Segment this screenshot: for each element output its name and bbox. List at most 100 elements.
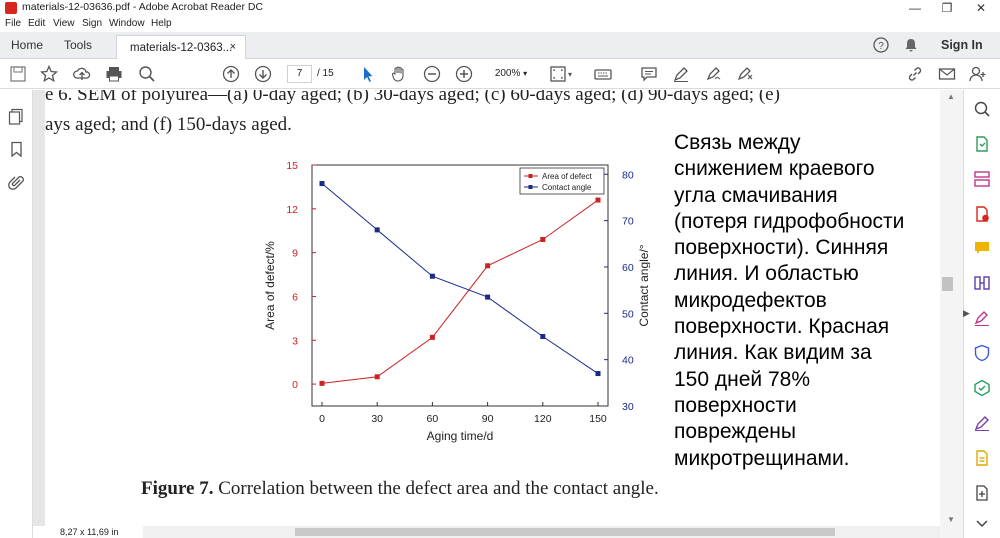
- menu-edit[interactable]: Edit: [28, 18, 46, 29]
- close-tab-icon[interactable]: ×: [229, 41, 236, 53]
- organize-pages-icon[interactable]: [973, 170, 991, 188]
- menu-help[interactable]: Help: [151, 18, 172, 29]
- figure-6-caption-line-1: e 6. SEM of polyurea—(a) 0-day aged; (b)…: [45, 90, 780, 105]
- create-pdf-icon[interactable]: [973, 205, 991, 223]
- tools-scroll-down-icon[interactable]: [973, 514, 991, 532]
- annotation-line: 150 дней 78%: [674, 367, 810, 391]
- menu-sign[interactable]: Sign: [82, 18, 103, 29]
- fill-sign-icon[interactable]: [973, 309, 991, 327]
- page-thumbnails-icon[interactable]: [8, 108, 25, 125]
- defect-contact-angle-chart: 0 30 60 90 120 150 Aging time/d 0 3 6 9 12 15 Area of…: [263, 160, 650, 443]
- annotation-line: микродефектов: [674, 288, 827, 312]
- data-point: [595, 371, 601, 377]
- keyboard-icon[interactable]: [594, 65, 612, 83]
- series-line-area-of-defect: [321, 199, 599, 384]
- zoom-out-icon[interactable]: [423, 65, 441, 83]
- next-page-icon[interactable]: [254, 65, 272, 83]
- y-right-tick-label: 80: [622, 169, 634, 181]
- title-bar: materials-12-03636.pdf - Adobe Acrobat R…: [0, 0, 1000, 16]
- data-point: [319, 380, 325, 386]
- annotation-line: повреждены: [674, 420, 797, 444]
- data-point: [374, 374, 380, 380]
- tab-home[interactable]: Home: [11, 38, 44, 52]
- zoom-level-value: 200%: [494, 68, 521, 79]
- menu-file[interactable]: File: [5, 18, 22, 29]
- annotation-line: (потеря гидрофобности: [674, 209, 905, 233]
- draw-icon[interactable]: [705, 65, 723, 83]
- annotation-line: снижением краевого: [674, 157, 875, 181]
- right-tools-pane: ▶: [963, 90, 1000, 538]
- data-point: [319, 181, 325, 187]
- share-link-icon[interactable]: [906, 65, 924, 83]
- vertical-scrollbar[interactable]: ▲ ▼: [940, 90, 963, 538]
- search-icon[interactable]: [973, 100, 991, 118]
- hand-tool-icon[interactable]: [390, 65, 408, 83]
- scan-document-icon[interactable]: [973, 449, 991, 467]
- maximize-button[interactable]: ❐: [941, 1, 953, 15]
- edit-pen-icon[interactable]: [973, 414, 991, 432]
- bookmark-star-icon[interactable]: [40, 65, 58, 83]
- find-zoom-icon[interactable]: [138, 65, 156, 83]
- page-size-status: 8,27 x 11,69 in: [33, 526, 143, 538]
- scroll-down-arrow-icon[interactable]: ▼: [947, 515, 955, 524]
- export-pdf-icon[interactable]: [973, 135, 991, 153]
- y-right-tick-label: 50: [622, 308, 634, 320]
- acrobat-app-icon: [5, 2, 17, 14]
- x-tick-label: 90: [482, 413, 494, 425]
- add-user-icon[interactable]: [969, 65, 987, 83]
- x-tick-label: 30: [371, 413, 383, 425]
- upload-cloud-icon[interactable]: [73, 65, 91, 83]
- figure-7-caption: Figure 7. Correlation between the defect…: [141, 478, 659, 500]
- page-fit-icon[interactable]: [549, 65, 567, 83]
- y-right-tick-label: 70: [622, 216, 634, 228]
- highlight-pen-icon[interactable]: [672, 65, 690, 83]
- y-left-tick-label: 15: [286, 160, 298, 172]
- horizontal-scroll-thumb[interactable]: [295, 528, 835, 536]
- comment-icon[interactable]: [640, 65, 658, 83]
- legend-box: [519, 167, 605, 195]
- svg-text:?: ?: [878, 41, 884, 52]
- page-fit-dropdown-icon[interactable]: ▾: [568, 70, 573, 79]
- page-total: / 15: [317, 68, 334, 79]
- data-point: [540, 333, 546, 339]
- x-axis-label: Aging time/d: [427, 429, 494, 443]
- bookmarks-icon[interactable]: [9, 141, 24, 158]
- zoom-level-select[interactable]: 200% ▾: [487, 65, 535, 83]
- horizontal-scrollbar[interactable]: [45, 526, 940, 538]
- attachments-paperclip-icon[interactable]: [8, 174, 25, 191]
- select-cursor-icon[interactable]: [359, 65, 377, 83]
- print-icon[interactable]: [105, 65, 123, 83]
- comment-tool-icon[interactable]: [973, 239, 991, 257]
- combine-files-icon[interactable]: [973, 274, 991, 292]
- email-icon[interactable]: [938, 65, 956, 83]
- close-window-button[interactable]: ✕: [975, 1, 987, 15]
- tab-document[interactable]: materials-12-0363... ×: [116, 35, 246, 60]
- zoom-in-icon[interactable]: [455, 65, 473, 83]
- document-viewer[interactable]: e 6. SEM of polyurea—(a) 0-day aged; (b)…: [33, 90, 940, 538]
- sign-icon[interactable]: [737, 65, 755, 83]
- y-left-axis-label: Area of defect/%: [263, 241, 277, 330]
- more-tools-icon[interactable]: [973, 484, 991, 502]
- vertical-scroll-thumb[interactable]: [942, 277, 953, 291]
- data-point: [485, 263, 491, 269]
- data-point: [429, 334, 435, 340]
- y-left-tick-label: 9: [292, 248, 298, 260]
- minimize-button[interactable]: —: [909, 1, 921, 15]
- notification-bell-icon[interactable]: [903, 37, 919, 53]
- annotation-line: поверхности. Красная: [674, 315, 890, 339]
- previous-page-icon[interactable]: [222, 65, 240, 83]
- annotation-line: поверхности). Синняя: [674, 236, 889, 260]
- annotation-line: Связь между: [674, 131, 801, 154]
- menu-window[interactable]: Window: [109, 18, 145, 29]
- document-tab-label: materials-12-0363...: [130, 42, 233, 54]
- help-icon[interactable]: ?: [873, 37, 889, 53]
- send-for-review-icon[interactable]: [973, 379, 991, 397]
- menu-view[interactable]: View: [53, 18, 75, 29]
- save-icon[interactable]: [9, 65, 27, 83]
- scroll-up-arrow-icon[interactable]: ▲: [947, 92, 955, 101]
- protect-shield-icon[interactable]: [973, 344, 991, 362]
- page-number-input[interactable]: 7: [287, 65, 312, 83]
- collapse-right-pane-icon[interactable]: ▶: [963, 308, 970, 318]
- sign-in-button[interactable]: Sign In: [941, 38, 983, 52]
- tab-tools[interactable]: Tools: [64, 38, 93, 52]
